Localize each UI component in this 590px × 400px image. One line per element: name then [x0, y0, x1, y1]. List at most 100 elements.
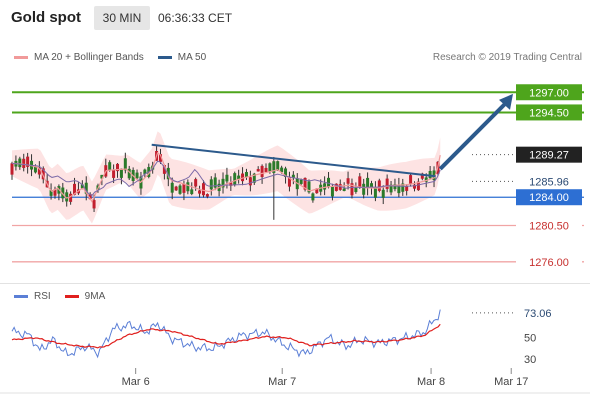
- candle-body: [244, 172, 248, 178]
- candle-body: [49, 190, 53, 196]
- candle-body: [229, 182, 233, 186]
- candle-body: [362, 183, 366, 195]
- candle-body: [162, 165, 166, 174]
- candle-body: [260, 165, 264, 178]
- candle-body: [350, 183, 354, 196]
- level-tag-bg-1285.96: [516, 173, 582, 190]
- candle-body: [201, 183, 205, 196]
- level-label-1297.00: 1297.00: [529, 87, 569, 99]
- candle-body: [373, 187, 377, 198]
- candle-body: [291, 174, 295, 179]
- level-tag-bg-1276.00: [516, 253, 582, 270]
- candle-body: [299, 179, 303, 184]
- timestamp: 06:36:33 CET: [158, 11, 233, 25]
- candle-body: [53, 189, 57, 196]
- level-label-1294.50: 1294.50: [529, 107, 569, 119]
- candle-body: [381, 189, 385, 198]
- candle-body: [194, 179, 198, 187]
- candle-body: [221, 178, 225, 188]
- candle-body: [123, 158, 127, 171]
- candle-body: [65, 192, 69, 202]
- candle-body: [248, 177, 252, 186]
- ma20-line: [11, 151, 441, 203]
- candle-body: [143, 169, 147, 174]
- candle-body: [119, 168, 123, 178]
- candle-body: [366, 177, 370, 189]
- candle-body: [428, 170, 432, 179]
- x-tick-Mar-6: Mar 6: [122, 376, 150, 388]
- candle-body: [342, 188, 346, 191]
- candle-body: [377, 180, 381, 191]
- candle-body: [116, 163, 120, 172]
- candle-body: [416, 181, 420, 191]
- legend-swatch-ma20: [14, 56, 28, 59]
- level-tag-bg-1284.00: [516, 189, 582, 206]
- candle-body: [127, 168, 131, 179]
- legend-swatch-rsi: [14, 295, 28, 298]
- candle-body: [264, 167, 268, 173]
- candle-body: [166, 167, 170, 180]
- candle-body: [26, 156, 30, 167]
- candle-body: [330, 186, 334, 197]
- candle-body: [33, 166, 37, 173]
- level-label-1276.00: 1276.00: [529, 257, 569, 269]
- candle-body: [346, 178, 350, 184]
- candle-body: [307, 181, 311, 193]
- legend-label-rsi: RSI: [34, 291, 51, 302]
- rsi-line: [11, 309, 441, 359]
- level-tag-bg-1297.00: [516, 84, 582, 101]
- candle-body: [405, 186, 409, 191]
- candle-body: [256, 169, 260, 172]
- legend-label-9ma: 9MA: [84, 291, 106, 302]
- candle-body: [287, 177, 291, 187]
- candle-body: [112, 170, 116, 178]
- candle-body: [401, 183, 405, 192]
- panel-divider: [0, 283, 590, 284]
- level-label-1289.27: 1289.27: [529, 150, 569, 162]
- ma50-line: [11, 160, 441, 197]
- candle-body: [10, 163, 14, 175]
- timeframe-button[interactable]: 30 MIN: [94, 6, 150, 30]
- candle-body: [385, 178, 389, 189]
- candle-body: [61, 187, 65, 199]
- candle-body: [424, 177, 428, 182]
- x-tick-Mar-8: Mar 8: [417, 376, 445, 388]
- candle-body: [18, 158, 22, 168]
- candle-body: [92, 200, 96, 209]
- rsi-tick-30: 30: [524, 354, 536, 366]
- candle-body: [276, 161, 280, 171]
- candle-body: [280, 167, 284, 173]
- rsi-tick-73.06: 73.06: [524, 308, 552, 320]
- candle-body: [420, 173, 424, 179]
- trendline: [151, 143, 436, 178]
- candle-body: [135, 172, 139, 179]
- candle-body: [209, 179, 213, 190]
- candle-body: [186, 182, 190, 192]
- candle-body: [272, 161, 276, 173]
- candle-body: [182, 183, 186, 193]
- main-legend: MA 20 + Bollinger Bands MA 50: [14, 52, 206, 63]
- rsi-9ma-line: [11, 323, 441, 349]
- forecast-arrow-head: [499, 93, 513, 110]
- candle-body: [323, 183, 327, 190]
- candle-body: [334, 183, 338, 191]
- level-tag-bg-1294.50: [516, 104, 582, 121]
- candle-body: [80, 184, 84, 189]
- research-credit: Research © 2019 Trading Central: [432, 52, 582, 63]
- x-tick-Mar-17: Mar 17: [494, 376, 528, 388]
- candle-body: [412, 184, 416, 189]
- x-tick-Mar-7: Mar 7: [268, 376, 296, 388]
- candle-body: [303, 177, 307, 190]
- candle-body: [354, 187, 358, 192]
- candle-body: [284, 168, 288, 177]
- candle-body: [237, 175, 241, 180]
- candle-body: [397, 184, 401, 194]
- legend-swatch-9ma: [64, 295, 79, 298]
- legend-swatch-ma50: [157, 56, 172, 59]
- candle-body: [409, 175, 413, 184]
- candle-body: [170, 182, 174, 193]
- instrument-name: Gold spot: [11, 9, 81, 26]
- candle-body: [41, 168, 45, 180]
- legend-label-ma20: MA 20 + Bollinger Bands: [34, 52, 144, 63]
